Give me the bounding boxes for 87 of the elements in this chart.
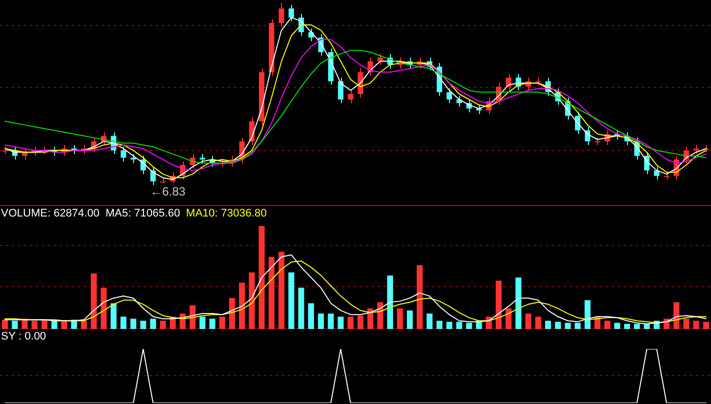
bar — [190, 305, 196, 329]
bar — [130, 318, 136, 329]
candlestick — [200, 154, 206, 164]
bar — [318, 314, 324, 329]
bar — [120, 316, 126, 329]
bar — [229, 298, 236, 329]
bar — [80, 320, 87, 329]
bar — [624, 324, 630, 329]
bar — [496, 280, 502, 329]
text: MA5: 71065.60 — [105, 208, 180, 220]
bar — [199, 316, 206, 329]
bar — [584, 300, 591, 329]
text: MA10: 73036.80 — [186, 208, 267, 220]
bar — [574, 322, 581, 329]
bar — [268, 256, 275, 329]
bar — [348, 316, 354, 329]
bar — [32, 320, 38, 329]
candlestick — [644, 152, 650, 175]
bar — [248, 272, 255, 329]
bar — [308, 303, 314, 329]
chart-title: SY : 0.00 — [1, 330, 46, 343]
bar — [456, 322, 462, 329]
candlestick — [584, 126, 590, 146]
bar — [506, 308, 512, 329]
candlestick — [377, 53, 383, 66]
candlestick — [446, 88, 452, 104]
bar — [683, 318, 690, 329]
bar — [367, 308, 374, 329]
candlestick — [150, 166, 156, 186]
bar — [90, 273, 97, 329]
annotation: ←6.83 — [150, 184, 186, 198]
bar — [288, 272, 294, 329]
candlestick — [348, 90, 354, 104]
bar — [2, 320, 8, 329]
bar — [140, 320, 146, 329]
candlestick — [476, 104, 482, 115]
candlestick — [249, 117, 255, 146]
bar — [41, 320, 48, 329]
bar — [258, 226, 265, 329]
bar — [564, 322, 571, 329]
bar — [614, 322, 620, 329]
bar — [150, 318, 156, 329]
bar — [357, 316, 364, 329]
bar — [554, 322, 561, 329]
bar — [51, 320, 58, 329]
bar — [22, 318, 28, 329]
bar — [238, 282, 245, 329]
bar — [426, 314, 433, 329]
bar — [338, 316, 344, 329]
bar — [644, 324, 650, 329]
bar — [328, 314, 334, 329]
bar — [160, 320, 166, 329]
bar — [673, 302, 680, 329]
bar — [535, 316, 542, 329]
candlestick — [338, 77, 344, 104]
bar — [278, 252, 284, 329]
bar — [12, 320, 18, 329]
bar — [466, 322, 472, 329]
candlestick — [22, 148, 28, 160]
bar — [219, 316, 226, 329]
bar — [377, 302, 384, 329]
candlestick — [278, 2, 284, 28]
bar — [387, 275, 394, 329]
bar — [525, 314, 532, 329]
bar — [604, 320, 610, 329]
candlestick — [358, 68, 364, 98]
bar — [298, 288, 304, 329]
bar — [446, 322, 452, 329]
bar — [396, 308, 403, 329]
bar — [693, 320, 700, 329]
candlestick — [574, 112, 580, 135]
candlestick — [130, 154, 136, 164]
bar — [436, 320, 442, 329]
candlestick — [288, 4, 294, 22]
bar — [515, 278, 522, 329]
bar — [703, 322, 710, 329]
bar — [406, 310, 413, 329]
bar — [209, 318, 216, 329]
bar — [545, 320, 552, 329]
candlestick — [654, 166, 660, 180]
candlestick — [120, 146, 126, 162]
bar — [100, 288, 107, 329]
bar — [110, 303, 117, 329]
candlestick — [693, 144, 699, 155]
bar — [416, 265, 423, 329]
bar — [634, 324, 640, 329]
chart-title: VOLUME: 62874.00 — [1, 208, 100, 220]
